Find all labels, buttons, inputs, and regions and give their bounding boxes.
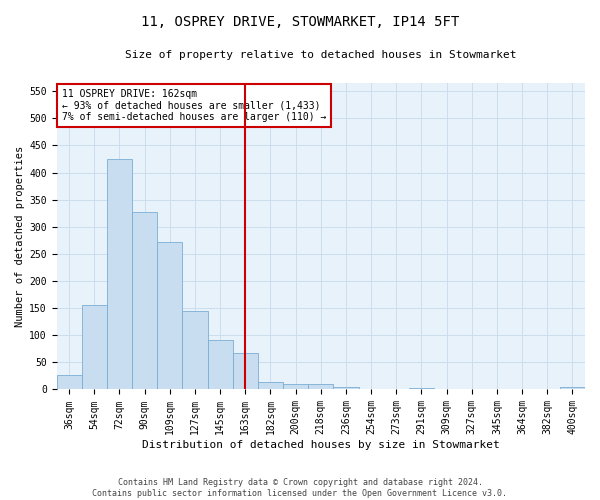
Bar	[132, 212, 157, 390]
Bar	[107, 159, 132, 390]
Text: 11, OSPREY DRIVE, STOWMARKET, IP14 5FT: 11, OSPREY DRIVE, STOWMARKET, IP14 5FT	[141, 15, 459, 29]
Bar	[560, 388, 585, 390]
Bar	[409, 388, 434, 390]
X-axis label: Distribution of detached houses by size in Stowmarket: Distribution of detached houses by size …	[142, 440, 500, 450]
Text: 11 OSPREY DRIVE: 162sqm
← 93% of detached houses are smaller (1,433)
7% of semi-: 11 OSPREY DRIVE: 162sqm ← 93% of detache…	[62, 89, 326, 122]
Bar	[208, 340, 233, 390]
Bar	[182, 311, 208, 390]
Bar	[56, 375, 82, 390]
Bar	[308, 384, 334, 390]
Bar	[233, 352, 258, 390]
Bar	[157, 242, 182, 390]
Bar	[82, 306, 107, 390]
Bar	[258, 382, 283, 390]
Y-axis label: Number of detached properties: Number of detached properties	[15, 146, 25, 327]
Bar	[283, 384, 308, 390]
Bar	[334, 387, 359, 390]
Title: Size of property relative to detached houses in Stowmarket: Size of property relative to detached ho…	[125, 50, 517, 60]
Text: Contains HM Land Registry data © Crown copyright and database right 2024.
Contai: Contains HM Land Registry data © Crown c…	[92, 478, 508, 498]
